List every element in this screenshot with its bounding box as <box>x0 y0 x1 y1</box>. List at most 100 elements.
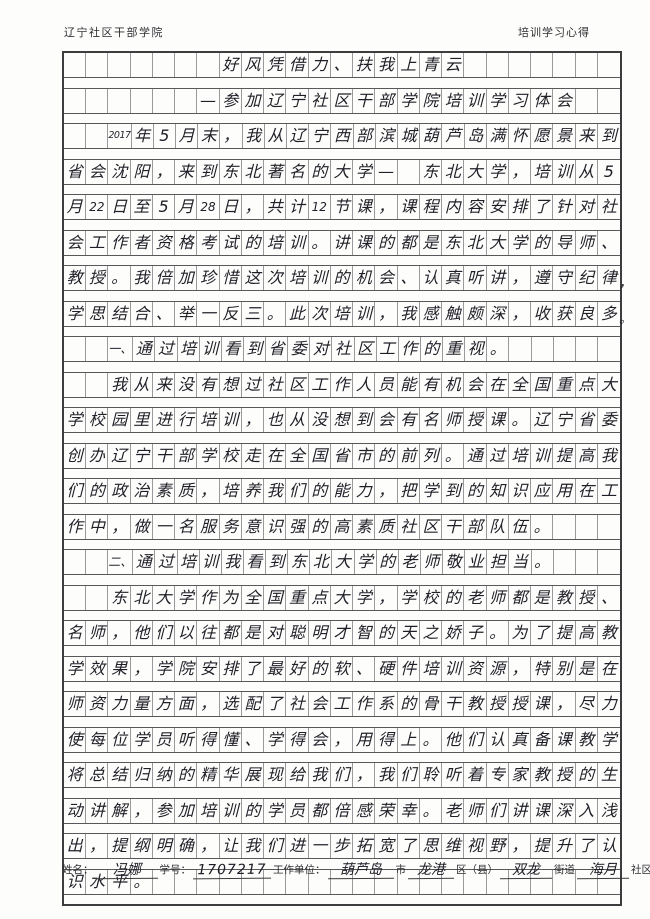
handwritten-char-cell: 动 <box>64 798 87 823</box>
handwritten-char-cell: 到 <box>197 159 220 184</box>
empty-grid-cell <box>220 869 242 894</box>
handwritten-char-cell: 会 <box>86 159 109 184</box>
handwritten-char-cell: 一 <box>309 834 331 858</box>
handwritten-char-cell: 结 <box>108 763 131 787</box>
handwritten-char-cell: 服 <box>197 514 220 539</box>
handwritten-char-cell: 授 <box>553 763 576 787</box>
handwritten-char-cell: 作 <box>399 337 421 361</box>
empty-grid-cell <box>598 515 620 539</box>
handwritten-char-cell: 合 <box>131 301 153 326</box>
grid-row: 东北大学作为全国重点大学，学校的老师都是教授、 <box>64 585 620 611</box>
community-suffix: 社区 <box>631 864 650 876</box>
handwritten-char-cell: 机 <box>353 266 376 290</box>
handwritten-char-cell: ， <box>353 763 376 787</box>
handwritten-char-cell: 上 <box>398 727 420 752</box>
handwritten-char-cell: 识 <box>509 479 532 503</box>
handwritten-char-cell: ， <box>197 479 220 503</box>
handwritten-char-cell: 的 <box>398 692 420 716</box>
grid-row: 使每位学员听得懂、学得会，用得上。他们认真备课教学 <box>64 727 620 753</box>
empty-grid-cell <box>64 88 87 113</box>
handwritten-char-cell: 展 <box>242 763 265 787</box>
city-suffix: 市 <box>395 864 407 876</box>
handwritten-char-cell: 拓 <box>353 834 376 858</box>
handwritten-char-cell: 、 <box>600 587 617 607</box>
handwritten-char-cell: 老 <box>399 550 421 574</box>
row-spacer <box>64 398 620 408</box>
handwritten-char-cell: 我 <box>242 834 265 858</box>
empty-grid-cell <box>598 53 620 77</box>
handwritten-char-cell: 资 <box>86 692 109 716</box>
handwritten-char-cell: 在 <box>487 372 509 397</box>
handwritten-char-cell: 通 <box>464 443 487 468</box>
handwritten-char-cell: 从 <box>131 372 153 397</box>
handwritten-char-cell: ， <box>509 301 532 326</box>
handwritten-char-cell: 了 <box>531 621 554 645</box>
handwritten-char-cell: 训 <box>309 266 331 290</box>
empty-grid-cell <box>576 337 598 361</box>
handwritten-char-cell: 着 <box>464 763 487 787</box>
row-spacer <box>64 646 620 657</box>
grid-row: 好风凭借力、扶我上青云 <box>64 53 620 78</box>
handwritten-char-cell: 东 <box>442 230 465 255</box>
handwritten-char-cell: 我 <box>398 301 420 326</box>
handwritten-char-cell: 从 <box>576 159 598 184</box>
handwritten-char-cell: 大 <box>331 585 354 610</box>
handwritten-char-cell: 解 <box>108 798 131 823</box>
empty-grid-cell <box>487 869 509 894</box>
handwritten-char-cell: 教 <box>531 763 554 787</box>
handwritten-char-cell: ， <box>375 195 398 219</box>
handwritten-char-cell: 5 <box>153 195 176 219</box>
empty-grid-cell <box>553 869 576 894</box>
handwritten-char-cell: ， <box>242 195 265 219</box>
handwritten-char-cell: 的 <box>309 159 331 184</box>
name-value: 冯娜 <box>95 862 158 880</box>
handwritten-char-cell: 们 <box>487 798 509 823</box>
grid-row: 名师，他们以往都是对聪明才智的天之娇子。为了提高教 <box>64 621 620 646</box>
empty-grid-cell <box>464 869 487 894</box>
handwritten-char-cell: 讲 <box>86 798 109 823</box>
handwritten-char-cell: 作 <box>331 372 354 397</box>
handwritten-char-cell: 为 <box>509 621 532 645</box>
handwritten-char-cell: 来 <box>175 159 198 184</box>
handwritten-char-cell: 从 <box>286 408 309 432</box>
handwritten-char-cell: 素 <box>353 514 376 539</box>
handwritten-char-cell: 月 <box>176 124 199 148</box>
grid-row: 们的政治素质，培养我们的能力，把学到的知识应用在工 <box>64 479 620 504</box>
handwritten-char-cell: 名 <box>420 408 443 432</box>
handwritten-char-cell: 二、 <box>108 550 134 574</box>
handwritten-char-cell: 北 <box>242 159 265 184</box>
handwritten-char-cell: 东 <box>288 550 311 574</box>
handwritten-char-cell: 学 <box>64 301 87 326</box>
handwritten-char-cell: 教 <box>576 727 598 752</box>
handwritten-char-cell: 名 <box>286 159 309 184</box>
handwritten-char-cell: 容 <box>464 195 487 219</box>
handwritten-char-cell: 委 <box>600 410 617 429</box>
handwritten-char-cell: 加 <box>175 798 198 823</box>
handwritten-char-cell: 果 <box>108 656 131 681</box>
handwritten-char-cell: 授 <box>576 585 598 610</box>
handwritten-char-cell: 聪 <box>286 621 309 645</box>
handwritten-char-cell: 深 <box>487 301 509 326</box>
handwritten-char-cell: 老 <box>464 585 487 610</box>
handwritten-char-cell: 大 <box>600 374 617 394</box>
handwritten-char-cell: 给 <box>286 763 309 787</box>
handwritten-char-cell: 年 <box>132 124 154 148</box>
handwritten-char-cell: 的 <box>242 230 265 255</box>
handwritten-char-cell: 敬 <box>443 550 466 574</box>
handwritten-char-cell: 在 <box>600 658 617 678</box>
handwritten-char-cell: 学 <box>64 408 87 432</box>
empty-grid-cell <box>309 869 331 894</box>
handwritten-char-cell: 讲 <box>487 266 509 290</box>
row-spacer <box>64 78 620 89</box>
handwritten-char-cell: 系 <box>375 692 398 716</box>
handwritten-char-cell: 们 <box>398 763 420 787</box>
handwritten-char-cell: 感 <box>353 798 376 823</box>
handwritten-char-cell: 课 <box>398 195 420 219</box>
handwritten-char-cell: 干 <box>442 692 465 716</box>
handwritten-char-cell: 效 <box>86 656 109 681</box>
handwritten-char-cell: 政 <box>108 479 131 503</box>
handwritten-char-cell: 到 <box>244 337 266 361</box>
handwritten-char-cell: ， <box>153 159 176 184</box>
handwritten-char-cell: 业 <box>465 550 488 574</box>
handwritten-char-cell: 都 <box>309 798 331 823</box>
